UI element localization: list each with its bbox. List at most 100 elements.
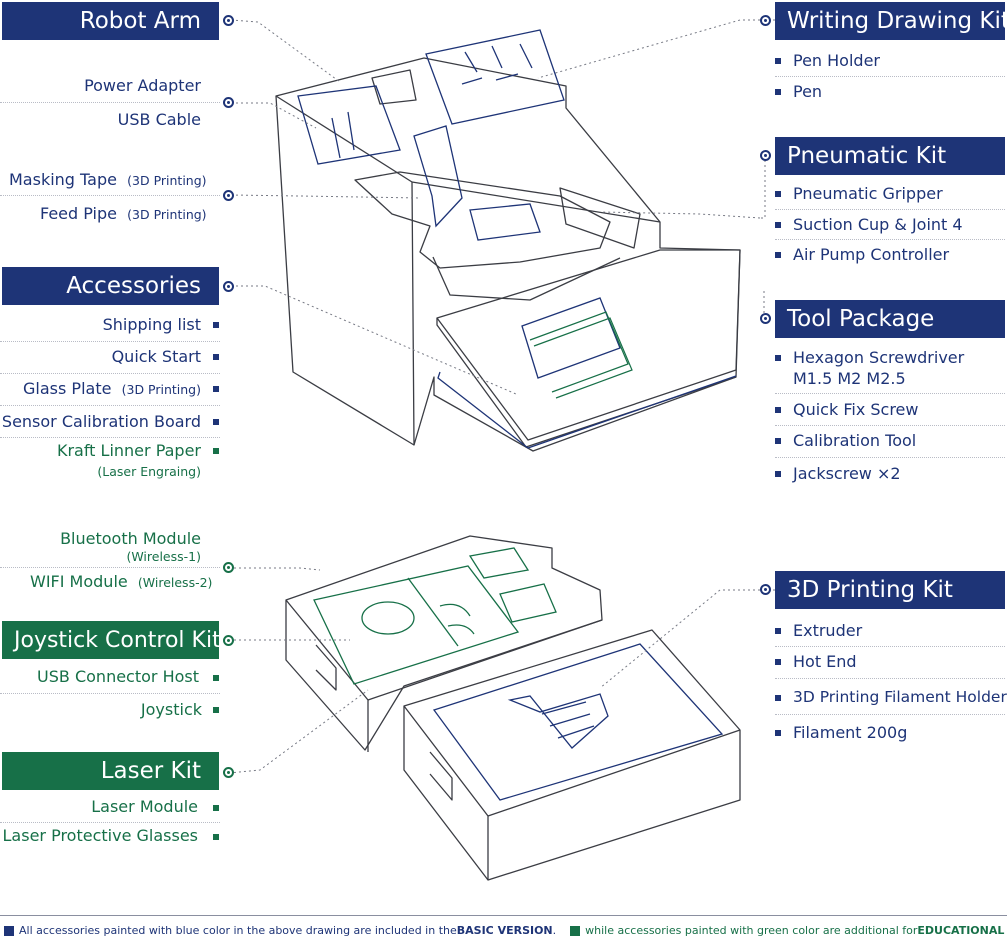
bullet	[775, 628, 781, 634]
printing-pointer	[223, 190, 234, 201]
bullet	[775, 407, 781, 413]
writing-pointer	[760, 15, 771, 26]
separator	[775, 646, 1005, 647]
shipping-list-label: Shipping list	[102, 315, 201, 334]
filament-holder-label: 3D Printing Filament Holder	[793, 688, 1007, 706]
basic-version-label: BASIC VERSION	[456, 924, 553, 937]
separator	[0, 195, 220, 196]
tool-pointer	[760, 313, 771, 324]
kraft-paper-label: Kraft Linner Paper	[56, 441, 201, 460]
usb-connector-label: USB Connector Host	[37, 667, 199, 686]
separator	[775, 239, 1005, 240]
tool-package-title: Tool Package	[787, 306, 935, 332]
bullet	[775, 222, 781, 228]
bullet	[775, 58, 781, 64]
accessories-title: Accessories	[66, 273, 201, 299]
printing-kit-header: 3D Printing Kit	[775, 571, 1005, 609]
hot-end-label: Hot End	[793, 652, 857, 671]
separator	[0, 567, 220, 568]
writing-kit-header: Writing Drawing Kit	[775, 2, 1007, 40]
separator	[775, 76, 1005, 77]
quick-start-label: Quick Start	[111, 347, 201, 366]
blue-legend-text: All accessories painted with blue color …	[19, 924, 457, 937]
filament-label: Filament 200g	[793, 723, 908, 742]
green-legend-swatch	[570, 925, 581, 936]
bullet	[775, 252, 781, 258]
power-adapter-label: Power Adapter	[84, 76, 201, 95]
pneumatic-gripper-label: Pneumatic Gripper	[793, 184, 943, 203]
joystick-kit-title: Joystick Control Kit	[14, 627, 221, 653]
accessories-header: Accessories	[2, 267, 219, 305]
bullet	[213, 805, 219, 811]
wireless-pointer	[223, 562, 234, 573]
bullet	[775, 191, 781, 197]
separator	[0, 373, 220, 374]
cable-pointer	[223, 97, 234, 108]
separator	[775, 425, 1005, 426]
bullet	[775, 659, 781, 665]
bluetooth-module-label: Bluetooth Module	[60, 529, 201, 548]
separator	[0, 341, 220, 342]
bullet	[213, 834, 219, 840]
robot-arm-header: Robot Arm	[2, 2, 219, 40]
joystick-pointer	[223, 635, 234, 646]
bullet	[213, 675, 219, 681]
laser-kit-title: Laser Kit	[100, 758, 201, 784]
separator	[0, 693, 220, 694]
glass-plate-label: Glass Plate (3D Printing)	[23, 379, 201, 398]
joystick-label: Joystick	[140, 700, 202, 719]
separator	[0, 822, 220, 823]
pen-holder-label: Pen Holder	[793, 51, 880, 70]
footer-legend: All accessories painted with blue color …	[4, 924, 1007, 937]
separator	[775, 714, 1005, 715]
bullet	[213, 322, 219, 328]
wifi-module-label: WIFI Module (Wireless-2)	[30, 572, 213, 591]
separator	[0, 405, 220, 406]
bullet	[775, 89, 781, 95]
pen-label: Pen	[793, 82, 823, 101]
kraft-paper-note: (Laser Engraing)	[97, 464, 201, 479]
green-legend-text: while accessories painted with green col…	[585, 924, 918, 937]
separator	[775, 393, 1005, 394]
bullet	[775, 730, 781, 736]
printing-kit-title: 3D Printing Kit	[787, 577, 953, 603]
bluetooth-module-note: (Wireless-1)	[126, 549, 201, 564]
bullet	[213, 354, 219, 360]
bullet	[775, 355, 781, 361]
screwdriver-label: Hexagon Screwdriver	[793, 348, 965, 367]
pneumatic-kit-header: Pneumatic Kit	[775, 137, 1005, 175]
quick-fix-screw-label: Quick Fix Screw	[793, 400, 919, 419]
bullet	[213, 386, 219, 392]
writing-kit-title: Writing Drawing Kit	[787, 8, 1007, 34]
screwdriver-sizes: M1.5 M2 M2.5	[793, 369, 906, 388]
extruder-label: Extruder	[793, 621, 863, 640]
suction-cup-label: Suction Cup & Joint 4	[793, 215, 963, 234]
educational-version-label: EDUCATIONAL VERSION	[917, 924, 1007, 937]
blue-legend-swatch	[4, 925, 14, 936]
separator	[775, 678, 1005, 679]
pneumatic-kit-title: Pneumatic Kit	[787, 143, 947, 169]
laser-pointer	[223, 767, 234, 778]
bullet	[775, 438, 781, 444]
separator	[775, 457, 1005, 458]
laser-glasses-label: Laser Protective Glasses	[2, 826, 198, 845]
air-pump-label: Air Pump Controller	[793, 245, 950, 264]
printing-kit-pointer	[760, 584, 771, 595]
tool-package-header: Tool Package	[775, 300, 1005, 338]
masking-tape-label: Masking Tape (3D Printing)	[9, 170, 207, 189]
bullet	[213, 448, 219, 454]
pneumatic-pointer	[760, 150, 771, 161]
usb-cable-label: USB Cable	[117, 110, 201, 129]
separator	[775, 209, 1005, 210]
bullet	[775, 695, 781, 701]
bullet	[775, 471, 781, 477]
jackscrew-label: Jackscrew ×2	[793, 464, 901, 483]
separator	[0, 102, 220, 103]
calibration-tool-label: Calibration Tool	[793, 431, 917, 450]
bullet	[213, 707, 219, 713]
laser-kit-header: Laser Kit	[2, 752, 219, 790]
bullet	[213, 419, 219, 425]
laser-module-label: Laser Module	[91, 797, 198, 816]
accessories-pointer	[223, 281, 234, 292]
